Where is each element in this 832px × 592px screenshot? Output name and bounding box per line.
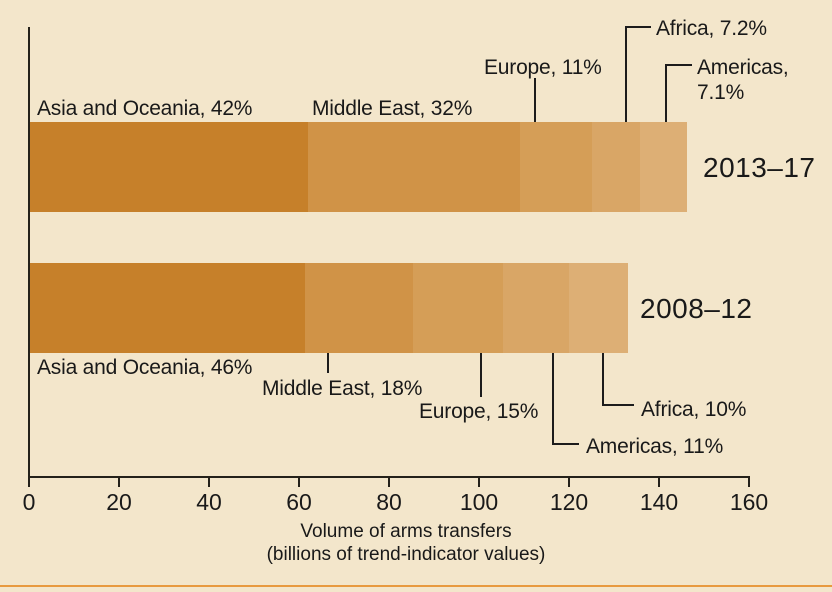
- segment-2013-17-africa: [592, 122, 640, 212]
- segment-2008-12-americas: [502, 263, 569, 353]
- x-tick-60: [298, 477, 300, 487]
- x-tick-label-60: 60: [286, 489, 312, 515]
- x-tick-0: [28, 477, 30, 487]
- bottom-rule: [0, 585, 832, 587]
- y-axis-line: [28, 27, 30, 477]
- x-tick-label-140: 140: [639, 489, 679, 515]
- label-americas-2008-12: Americas, 11%: [586, 435, 724, 458]
- leader-europe-2013-17: [534, 78, 536, 122]
- segment-2008-12-europe: [413, 263, 503, 353]
- segment-2013-17-middle-east: [307, 122, 520, 212]
- label-africa-2008-12: Africa, 10%: [641, 398, 747, 421]
- period-label-2008-12: 2008–12: [640, 293, 753, 324]
- bar-2013-17: [30, 122, 687, 212]
- x-tick-20: [118, 477, 120, 487]
- segment-2008-12-middle-east: [305, 263, 414, 353]
- leader-americas-2008-12-vertical: [552, 353, 554, 445]
- x-tick-label-40: 40: [196, 489, 222, 515]
- x-tick-120: [568, 477, 570, 487]
- leader-americas-2008-12-horizontal: [552, 443, 579, 445]
- leader-europe-2008-12: [480, 353, 482, 397]
- label-europe-2008-12: Europe, 15%: [419, 400, 539, 423]
- label-asia-2013-17: Asia and Oceania, 42%: [37, 97, 253, 120]
- segment-2008-12-asia-and-oceania: [30, 263, 306, 353]
- x-tick-label-100: 100: [459, 489, 499, 515]
- leader-africa-2008-12-vertical: [602, 353, 604, 406]
- period-label-2013-17: 2013–17: [703, 152, 816, 183]
- x-axis-title: Volume of arms transfers (billions of tr…: [206, 520, 606, 566]
- leader-middle-east-2008-12: [327, 353, 329, 373]
- leader-africa-2013-17-horizontal: [625, 26, 651, 28]
- x-tick-label-20: 20: [106, 489, 132, 515]
- segment-2013-17-asia-and-oceania: [30, 122, 308, 212]
- leader-africa-2013-17-vertical: [625, 26, 627, 122]
- label-americas-2013-17: Americas, 7.1%: [697, 56, 789, 104]
- x-tick-label-0: 0: [22, 489, 36, 515]
- segment-2013-17-europe: [519, 122, 593, 212]
- label-africa-2013-17: Africa, 7.2%: [656, 17, 767, 40]
- label-middle-east-2008-12: Middle East, 18%: [262, 377, 423, 400]
- leader-americas-2013-17-vertical: [665, 64, 667, 122]
- x-tick-40: [208, 477, 210, 487]
- x-tick-label-160: 160: [729, 489, 769, 515]
- x-tick-160: [748, 477, 750, 487]
- x-tick-label-80: 80: [376, 489, 402, 515]
- leader-americas-2013-17-horizontal: [665, 64, 692, 66]
- bar-2008-12: [30, 263, 629, 353]
- x-axis-title-line2: (billions of trend-indicator values): [266, 544, 546, 565]
- label-asia-2008-12: Asia and Oceania, 46%: [37, 356, 253, 379]
- x-axis-title-line1: Volume of arms transfers: [300, 521, 512, 542]
- x-tick-label-120: 120: [549, 489, 589, 515]
- segment-2008-12-africa: [568, 263, 629, 353]
- x-tick-80: [388, 477, 390, 487]
- x-tick-140: [658, 477, 660, 487]
- segment-2013-17-americas: [639, 122, 687, 212]
- label-middle-east-2013-17: Middle East, 32%: [312, 97, 473, 120]
- leader-africa-2008-12-horizontal: [602, 404, 634, 406]
- label-europe-2013-17: Europe, 11%: [484, 56, 602, 79]
- x-tick-100: [478, 477, 480, 487]
